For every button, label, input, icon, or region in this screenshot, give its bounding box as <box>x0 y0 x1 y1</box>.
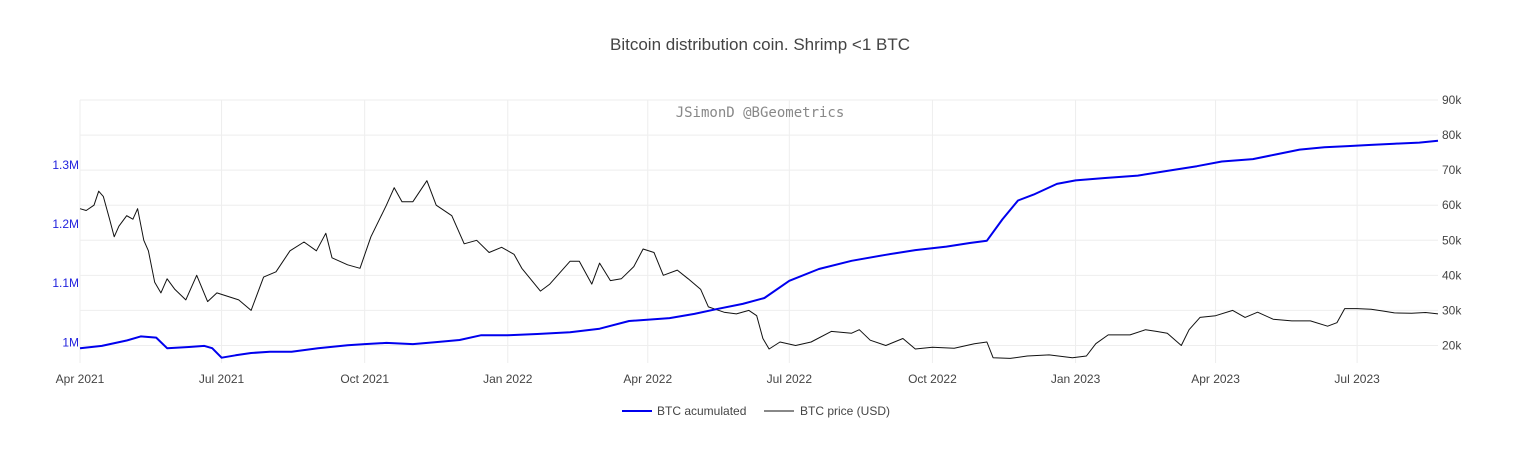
series-layer <box>79 139 1439 359</box>
series-line-btc-price <box>79 180 1439 359</box>
x-tick-label: Jul 2022 <box>767 372 813 386</box>
x-tick-label: Jul 2021 <box>199 372 245 386</box>
y-left-tick-label: 1.1M <box>52 276 79 290</box>
y-right-tick-label: 20k <box>1442 338 1462 352</box>
chart-title: Bitcoin distribution coin. Shrimp <1 BTC <box>610 35 910 54</box>
y-right-tick-label: 80k <box>1442 128 1462 142</box>
y-left-tick-label: 1.3M <box>52 158 79 172</box>
y-right-tick-label: 70k <box>1442 163 1462 177</box>
x-tick-label: Apr 2023 <box>1191 372 1240 386</box>
series-line-btc-accumulated <box>79 139 1439 359</box>
grid <box>79 99 1438 363</box>
x-tick-label: Jul 2023 <box>1334 372 1380 386</box>
y-right-tick-label: 90k <box>1442 93 1462 107</box>
x-tick-label: Apr 2021 <box>56 372 105 386</box>
y-left-tick-label: 1M <box>62 335 79 349</box>
legend-label-btc-price: BTC price (USD) <box>800 404 890 418</box>
legend[interactable]: BTC acumulated BTC price (USD) <box>622 404 890 418</box>
y-right-tick-label: 40k <box>1442 268 1462 282</box>
y-left-tick-label: 1.2M <box>52 217 79 231</box>
x-tick-label: Apr 2022 <box>623 372 672 386</box>
x-axis: Apr 2021 Jul 2021 Oct 2021 Jan 2022 Apr 2022… <box>56 372 1380 386</box>
x-tick-label: Jan 2022 <box>483 372 533 386</box>
x-tick-label: Jan 2023 <box>1051 372 1101 386</box>
x-tick-label: Oct 2021 <box>340 372 389 386</box>
y-right-tick-label: 30k <box>1442 303 1462 317</box>
watermark: JSimonD @BGeometrics <box>676 105 845 121</box>
x-tick-label: Oct 2022 <box>908 372 957 386</box>
y-axis-left: 1M 1.1M 1.2M 1.3M <box>52 158 79 349</box>
legend-label-btc-accumulated: BTC acumulated <box>657 404 746 418</box>
y-right-tick-label: 50k <box>1442 233 1462 247</box>
y-right-tick-label: 60k <box>1442 198 1462 212</box>
y-axis-right: 20k 30k 40k 50k 60k 70k 80k 90k <box>1442 93 1462 352</box>
